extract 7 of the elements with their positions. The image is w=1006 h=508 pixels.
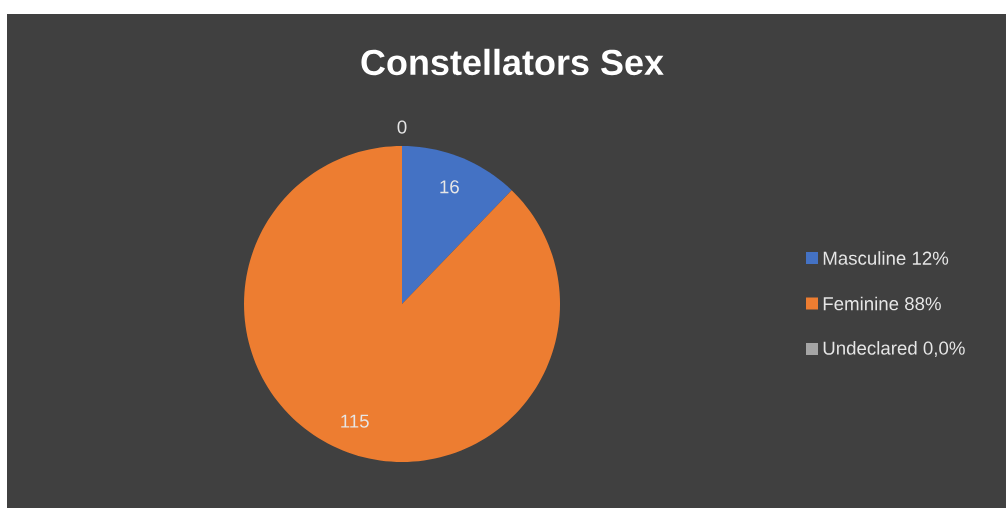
- text: 0: [397, 120, 407, 134]
- chart-title: Constellators Sex: [361, 48, 664, 76]
- data-label: 16: [440, 180, 459, 194]
- legend-label: Masculine 12%: [823, 251, 949, 265]
- legend-label: Undeclared 0,0%: [823, 341, 965, 357]
- data-label: 115: [341, 414, 369, 428]
- legend-label: Feminine 88%: [823, 296, 941, 311]
